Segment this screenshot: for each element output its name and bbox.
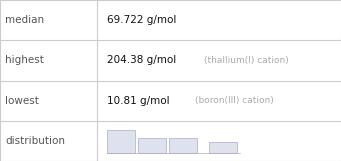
Text: highest: highest xyxy=(5,55,44,65)
Bar xyxy=(107,130,135,153)
Bar xyxy=(169,138,197,153)
Text: (thallium(I) cation): (thallium(I) cation) xyxy=(204,56,288,65)
Text: (boron(III) cation): (boron(III) cation) xyxy=(195,96,274,105)
Text: 10.81 g/mol: 10.81 g/mol xyxy=(107,96,170,106)
Text: median: median xyxy=(5,15,44,25)
Text: distribution: distribution xyxy=(5,136,65,146)
Text: 69.722 g/mol: 69.722 g/mol xyxy=(107,15,177,25)
Text: 204.38 g/mol: 204.38 g/mol xyxy=(107,55,177,65)
Bar xyxy=(209,142,237,153)
Text: lowest: lowest xyxy=(5,96,39,106)
Bar xyxy=(138,138,166,153)
